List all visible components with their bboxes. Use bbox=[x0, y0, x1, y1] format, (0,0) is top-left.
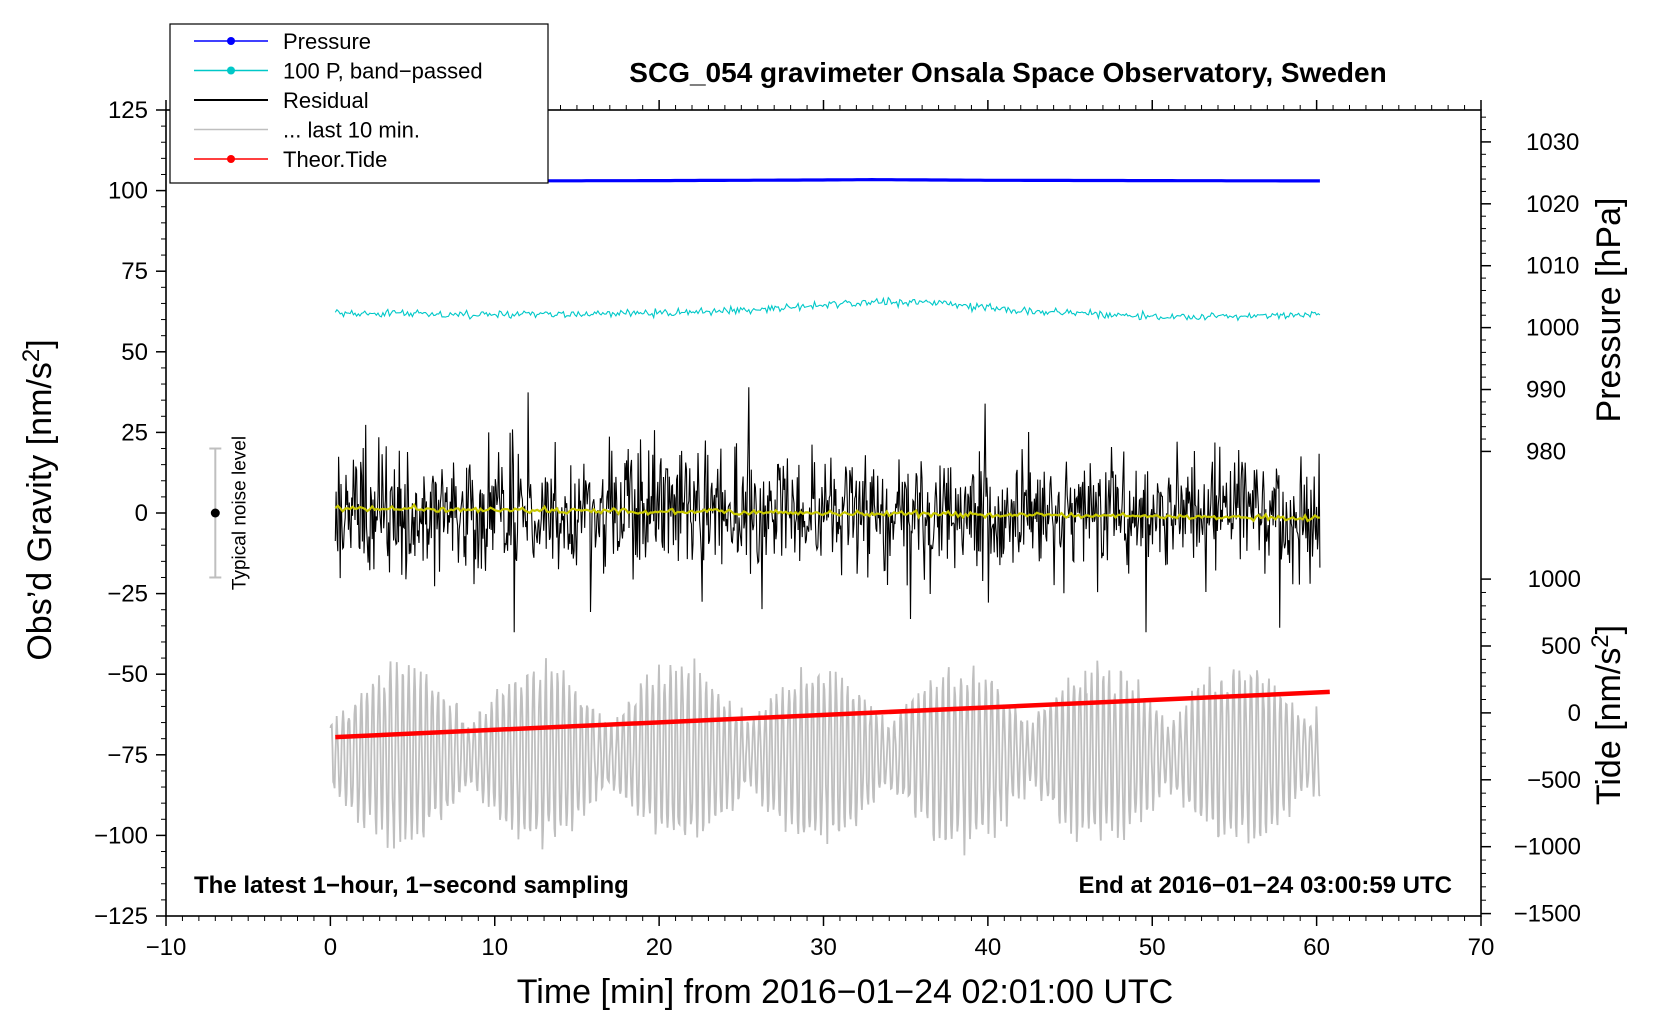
y-left-tick-label: −50 bbox=[107, 661, 148, 688]
x-tick-label: 40 bbox=[975, 934, 1002, 961]
legend-entry-label: Residual bbox=[283, 88, 369, 113]
tide-tick-label: 500 bbox=[1541, 633, 1581, 660]
tide-tick-label: 0 bbox=[1568, 700, 1581, 727]
x-tick-label: 50 bbox=[1139, 934, 1166, 961]
pressure-tick-label: 1000 bbox=[1526, 315, 1579, 342]
y-left-tick-label: 50 bbox=[121, 339, 148, 366]
y-left-tick-label: 100 bbox=[108, 178, 148, 205]
y-left-tick-label: −100 bbox=[94, 822, 148, 849]
note-right: End at 2016−01−24 03:00:59 UTC bbox=[1078, 872, 1452, 899]
y-left-tick-label: 75 bbox=[121, 258, 148, 285]
x-tick-label: 10 bbox=[481, 934, 508, 961]
noise-bar-label: Typical noise level bbox=[229, 436, 250, 590]
noise-bar-center-dot bbox=[210, 508, 220, 518]
legend-marker bbox=[227, 66, 235, 75]
pressure-tick-label: 990 bbox=[1526, 377, 1566, 404]
y-left-tick-label: −75 bbox=[107, 742, 148, 769]
x-tick-label: 30 bbox=[810, 934, 837, 961]
pressure-tick-label: 1030 bbox=[1526, 129, 1579, 156]
note-left: The latest 1−hour, 1−second sampling bbox=[194, 872, 629, 899]
y-left-tick-label: −25 bbox=[107, 581, 148, 608]
chart-title: SCG_054 gravimeter Onsala Space Observat… bbox=[629, 57, 1386, 88]
x-tick-label: 20 bbox=[646, 934, 673, 961]
axes-layer: −10 0 10 20 30 40 50 60 701251007550250−25−50−75… bbox=[94, 97, 1581, 961]
y-left-tick-label: 125 bbox=[108, 97, 148, 124]
tide-tick-label: −1500 bbox=[1514, 901, 1581, 928]
tide-tick-label: −500 bbox=[1527, 767, 1581, 794]
residual-series-line bbox=[334, 387, 1321, 633]
x-tick-label: −10 bbox=[146, 934, 187, 961]
legend-entry-label: ... last 10 min. bbox=[283, 118, 420, 143]
last-10-min-line bbox=[329, 658, 1321, 856]
pressure-tick-label: 1010 bbox=[1526, 253, 1579, 280]
x-tick-label: 60 bbox=[1303, 934, 1330, 961]
y-left-tick-label: 25 bbox=[121, 419, 148, 446]
tide-tick-label: −1000 bbox=[1514, 834, 1581, 861]
residual-smoothed-line bbox=[334, 502, 1320, 523]
pressure-tick-label: 1020 bbox=[1526, 191, 1579, 218]
y-axis-tide-title: Tide [nm/s2] bbox=[1587, 625, 1628, 805]
x-tick-label: 0 bbox=[324, 934, 337, 961]
pressure-tick-label: 980 bbox=[1526, 438, 1566, 465]
y-left-tick-label: 0 bbox=[135, 500, 148, 527]
legend: Pressure 100 P, band−passed Residual ... la… bbox=[169, 23, 549, 184]
theoretical-tide-line bbox=[335, 689, 1330, 740]
legend-entry-label: Theor.Tide bbox=[283, 147, 387, 172]
x-tick-label: 70 bbox=[1468, 934, 1495, 961]
y-left-tick-label: −125 bbox=[94, 903, 148, 930]
legend-marker bbox=[227, 37, 235, 45]
legend-marker bbox=[227, 155, 235, 163]
tide-tick-label: 1000 bbox=[1528, 566, 1581, 593]
legend-entry-label: 100 P, band−passed bbox=[283, 59, 483, 84]
y-axis-pressure-title: Pressure [hPa] bbox=[1590, 198, 1628, 423]
band-passed-pressure-line bbox=[334, 296, 1321, 322]
x-axis-title: Time [min] from 2016−01−24 02:01:00 UTC bbox=[517, 973, 1173, 1011]
y-axis-left-title: Obs’d Gravity [nm/s2] bbox=[18, 339, 59, 660]
legend-entry-label: Pressure bbox=[283, 29, 371, 54]
